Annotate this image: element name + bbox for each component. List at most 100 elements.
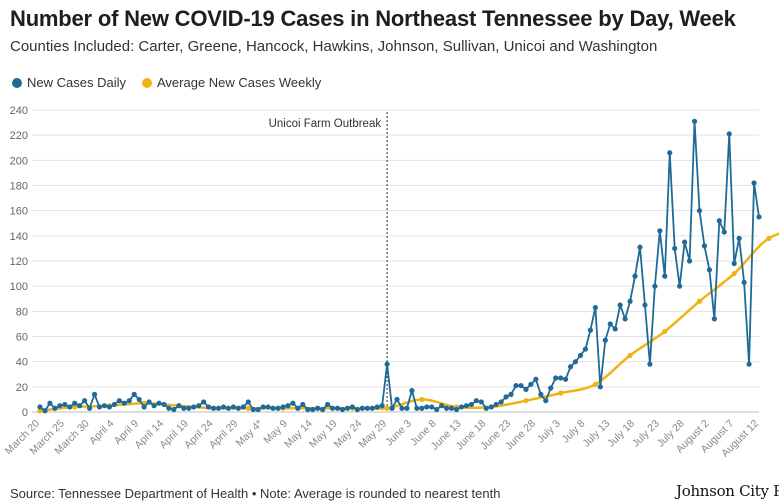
daily-point [136, 396, 142, 403]
daily-point [607, 321, 613, 327]
daily-point [359, 405, 365, 411]
daily-point [62, 401, 68, 408]
daily-point [260, 404, 266, 410]
daily-point [176, 403, 182, 409]
daily-point [141, 404, 147, 410]
daily-point [52, 405, 58, 411]
daily-point [250, 406, 256, 413]
weekly-point [523, 398, 529, 404]
daily-point [344, 405, 351, 411]
daily-point [111, 401, 117, 408]
legend-swatch-daily [12, 77, 22, 88]
y-tick-label: 240 [10, 105, 28, 117]
daily-point [310, 406, 316, 413]
daily-point [429, 404, 435, 410]
daily-point [106, 404, 113, 410]
x-tick-label: April 4 [87, 418, 117, 448]
daily-point [37, 404, 43, 410]
daily-point [463, 403, 470, 409]
daily-point [746, 361, 752, 367]
daily-point [721, 229, 727, 235]
y-tick-label: 180 [10, 181, 28, 193]
weekly-point [731, 270, 737, 277]
daily-point [285, 403, 291, 409]
daily-point [736, 235, 742, 241]
daily-point [612, 326, 618, 332]
daily-point [320, 406, 326, 413]
weekly-point [384, 405, 390, 411]
publisher-logo: Johnson City Press [676, 482, 779, 500]
daily-point [280, 404, 286, 410]
daily-point [116, 398, 122, 404]
legend-swatch-weekly [141, 77, 152, 88]
daily-point [42, 408, 48, 414]
daily-point [682, 239, 688, 245]
daily-point [384, 361, 390, 367]
daily-point [151, 403, 157, 409]
weekly-point [696, 298, 703, 304]
daily-point [77, 403, 83, 409]
daily-point [572, 359, 579, 365]
daily-point [220, 404, 227, 410]
daily-point [57, 403, 63, 409]
weekly-series [37, 232, 779, 414]
daily-point [300, 401, 306, 408]
daily-point [325, 401, 331, 408]
daily-point [96, 404, 103, 410]
x-tick-label: June 3 [383, 418, 414, 449]
daily-point [305, 406, 311, 413]
daily-point [215, 405, 222, 411]
daily-point [632, 273, 638, 279]
weekly-point [419, 396, 425, 403]
daily-point [126, 398, 132, 404]
daily-point [374, 404, 380, 410]
daily-point [419, 405, 425, 411]
daily-point [290, 400, 296, 406]
daily-point [587, 327, 594, 333]
daily-point [622, 316, 628, 322]
daily-point [706, 267, 713, 273]
daily-point [458, 404, 465, 410]
daily-point [691, 118, 698, 124]
daily-point [270, 405, 276, 411]
daily-point [101, 403, 108, 409]
legend-label-daily: New Cases Daily [27, 75, 126, 90]
daily-point [255, 406, 261, 413]
y-tick-label: 140 [10, 231, 28, 243]
daily-point [434, 406, 440, 413]
daily-point [245, 399, 251, 405]
daily-point [567, 364, 574, 370]
daily-point [518, 382, 524, 389]
daily-point [171, 406, 177, 413]
legend-item-weekly[interactable]: Average New Cases Weekly [141, 75, 321, 90]
daily-point [329, 405, 336, 411]
daily-point [513, 382, 519, 389]
daily-point [404, 405, 410, 411]
daily-point [592, 304, 598, 311]
x-tick-label: May 4* [234, 418, 266, 450]
daily-point [369, 405, 375, 411]
daily-point [597, 384, 603, 390]
daily-point [181, 405, 187, 411]
daily-point [379, 403, 385, 409]
daily-point [265, 404, 271, 410]
weekly-point [37, 408, 43, 414]
weekly-point [766, 235, 772, 241]
daily-point [528, 381, 534, 387]
legend-item-daily[interactable]: New Cases Daily [12, 75, 126, 90]
daily-point [548, 385, 554, 391]
daily-point [191, 404, 197, 410]
daily-point [508, 391, 514, 397]
daily-point [553, 375, 559, 381]
y-tick-label: 220 [10, 130, 28, 142]
daily-series [37, 118, 762, 414]
daily-point [161, 401, 167, 408]
y-tick-label: 0 [22, 407, 28, 419]
daily-point [488, 404, 494, 410]
daily-point [751, 180, 757, 186]
y-tick-label: 120 [10, 256, 28, 268]
daily-point [354, 406, 360, 413]
annotation-layer: Unicoi Farm Outbreak [269, 112, 388, 412]
weekly-point [72, 404, 78, 410]
